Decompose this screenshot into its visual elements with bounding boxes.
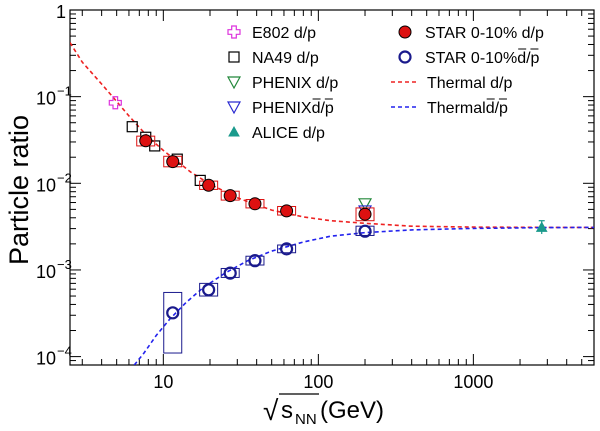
- data-point: [248, 254, 262, 268]
- legend-label: NA49 d/p: [252, 50, 319, 67]
- legend-label-bar: d/p: [486, 100, 508, 117]
- legend-marker: [226, 101, 242, 115]
- data-point: [202, 283, 216, 297]
- x-axis-label: √ s NN (GeV): [263, 393, 384, 428]
- x-axis-label-s: s: [281, 397, 293, 424]
- legend-marker: [228, 51, 240, 63]
- x-axis-label-unit: (GeV): [320, 397, 384, 424]
- x-axis-label-root: √: [263, 395, 279, 426]
- legend-entry-8: Thermal d/p: [391, 98, 508, 117]
- legend-entry-3: PHENIX d/p: [226, 98, 334, 117]
- data-point: [280, 242, 294, 256]
- data-point: [223, 266, 237, 280]
- data-point: [108, 96, 122, 110]
- data-point: [166, 155, 180, 169]
- y-tick-label: 10: [36, 89, 56, 109]
- legend-label: Thermal d/p: [427, 75, 512, 92]
- legend-marker: [228, 125, 240, 137]
- legend-label-bar: d/p: [312, 100, 334, 117]
- x-tick-label: 1000: [453, 372, 493, 392]
- legend-label: STAR 0-10%: [425, 50, 517, 67]
- y-tick-label-exponent: −4: [57, 344, 72, 359]
- data-point: [248, 197, 262, 211]
- x-tick-label: 100: [303, 372, 333, 392]
- systematic-box: [277, 244, 297, 254]
- x-axis-label-sub: NN: [295, 411, 317, 428]
- legend-entry-6: STAR 0-10% d/p: [398, 48, 540, 67]
- data-point: [166, 306, 180, 320]
- data-point: [126, 121, 138, 133]
- data-point: [202, 178, 216, 192]
- x-tick-label: 10: [153, 372, 173, 392]
- legend-entry-0: E802 d/p: [227, 25, 316, 42]
- series-6-points: [163, 224, 375, 354]
- legend-label: E802 d/p: [252, 25, 316, 42]
- data-point: [358, 198, 373, 212]
- legend-entry-5: STAR 0-10% d/p: [398, 25, 544, 42]
- data-point: [280, 204, 294, 218]
- data-point: [358, 224, 372, 238]
- series-4-points: [535, 220, 548, 234]
- legend-label: STAR 0-10% d/p: [425, 25, 544, 42]
- legend-marker: [226, 76, 242, 90]
- y-axis-label: Particle ratio: [4, 115, 34, 265]
- legend-marker: [398, 50, 412, 64]
- y-tick-label: 10: [36, 349, 56, 369]
- legend-entry-4: ALICE d/p: [228, 125, 325, 142]
- legend-marker: [227, 25, 241, 39]
- legend-label: PHENIX d/p: [252, 75, 338, 92]
- legend-entry-2: PHENIX d/p: [226, 75, 338, 92]
- series-7-curve: [70, 42, 594, 229]
- data-point: [358, 207, 372, 221]
- legend-label: ALICE d/p: [252, 125, 325, 142]
- legend-entry-7: Thermal d/p: [391, 75, 512, 92]
- y-tick-label-exponent: −1: [57, 84, 72, 99]
- series-2-points: [358, 198, 373, 212]
- legend-label-bar: d/p: [517, 50, 539, 67]
- data-point: [223, 189, 237, 203]
- legend-entry-1: NA49 d/p: [228, 50, 319, 67]
- markers-layer: [108, 96, 548, 354]
- y-tick-label-exponent: −3: [57, 257, 72, 272]
- legend-label: Thermal: [427, 100, 486, 117]
- y-tick-label-exponent: −2: [57, 170, 72, 185]
- series-5-points: [136, 134, 375, 222]
- y-tick-label: 1: [56, 2, 66, 22]
- systematic-box: [163, 291, 183, 354]
- legend-label: PHENIX: [252, 100, 312, 117]
- legend-marker: [398, 25, 412, 39]
- y-tick-label: 10: [36, 175, 56, 195]
- data-point: [139, 134, 153, 148]
- series-0-points: [108, 96, 122, 110]
- data-point: [535, 221, 548, 232]
- y-tick-label: 10: [36, 262, 56, 282]
